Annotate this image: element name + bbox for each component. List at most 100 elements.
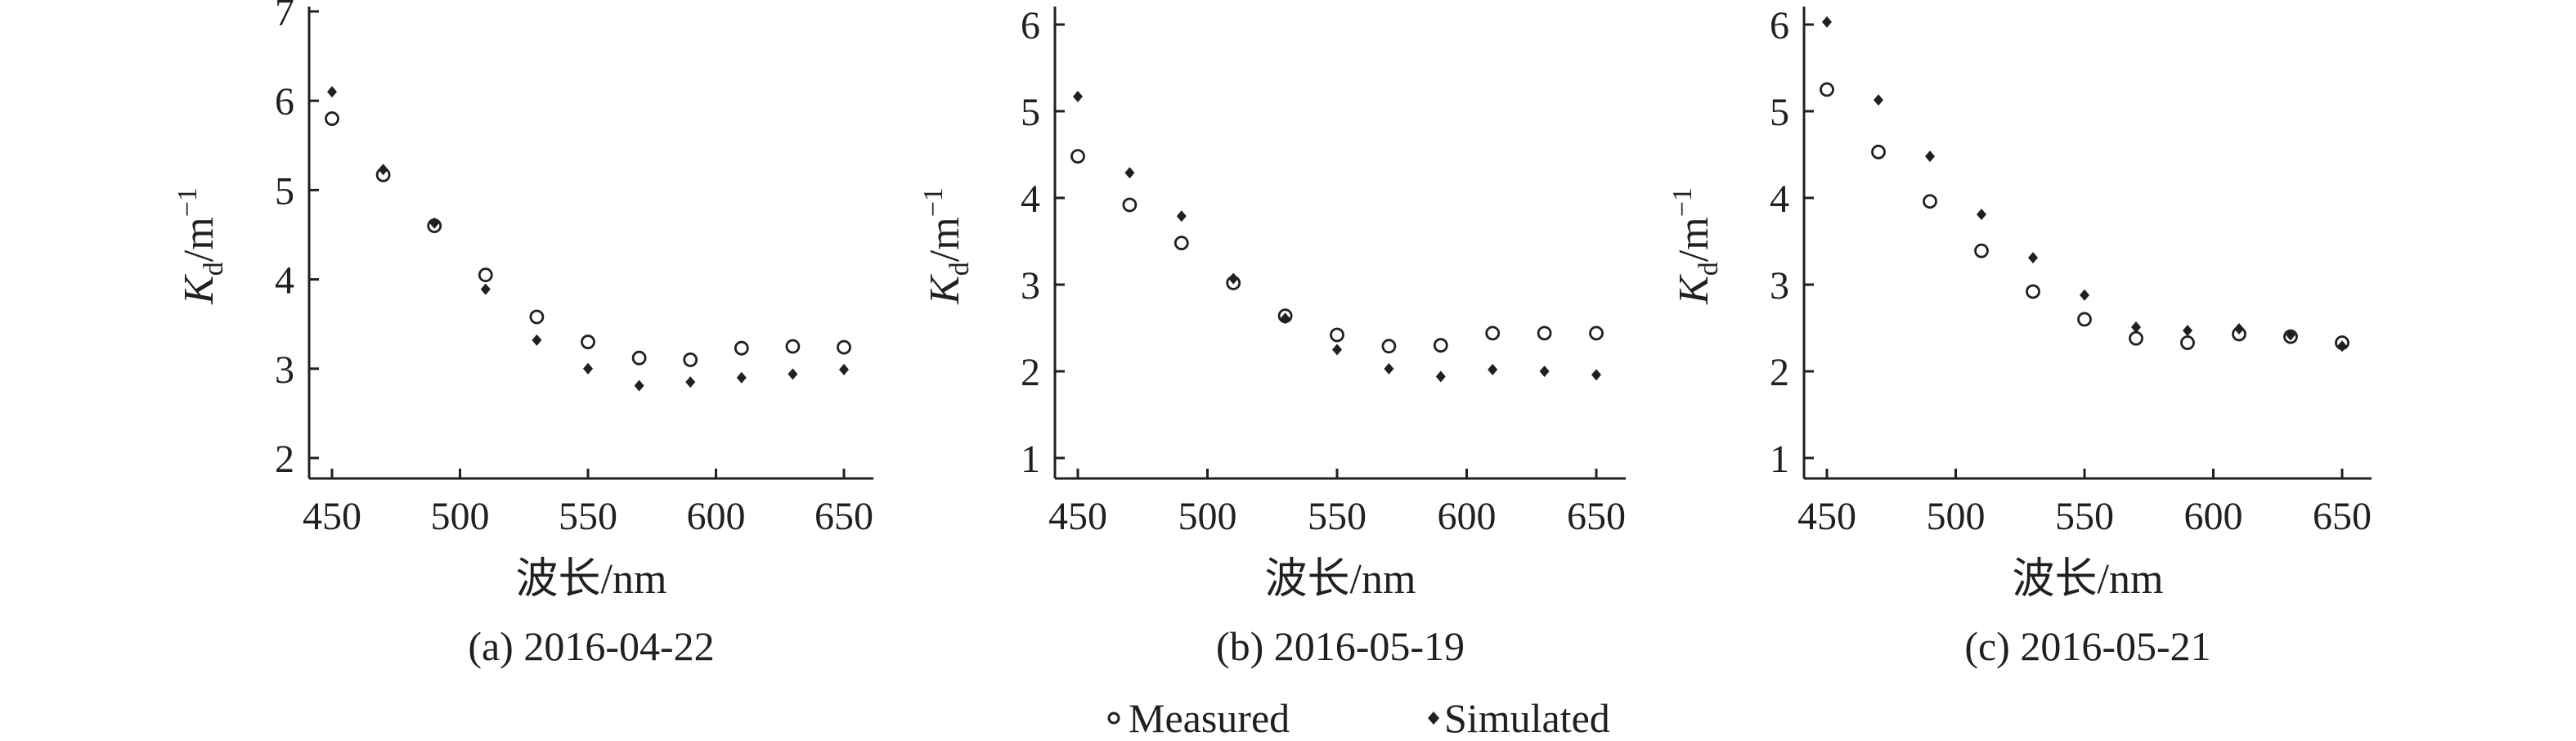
simulated-point xyxy=(1228,272,1239,285)
simulated-point xyxy=(1280,312,1290,325)
simulated-point xyxy=(1822,16,1832,28)
measured-point xyxy=(683,352,698,367)
measured-point xyxy=(1537,326,1552,341)
measured-point xyxy=(734,340,749,356)
y-axis-title: Kd/m−1 xyxy=(173,187,229,305)
simulated-point xyxy=(2131,321,2141,333)
simulated-point xyxy=(2234,323,2244,335)
measured-point xyxy=(1433,338,1448,353)
simulated-point xyxy=(685,376,696,388)
simulated-point xyxy=(1925,150,1935,163)
simulated-point xyxy=(2028,252,2038,264)
y-axis-title: Kd/m−1 xyxy=(1667,187,1724,305)
x-tick-label: 500 xyxy=(1927,495,1986,538)
measured-point xyxy=(785,339,801,354)
x-tick-label: 600 xyxy=(2184,495,2243,538)
simulated-point xyxy=(634,379,644,392)
y-tick-label: 4 xyxy=(1770,177,1789,221)
y-tick-label: 5 xyxy=(1021,91,1040,134)
measured-point xyxy=(631,350,647,366)
measured-point xyxy=(2077,312,2092,327)
y-tick-label: 6 xyxy=(275,80,294,124)
y-tick-label: 2 xyxy=(1770,351,1789,394)
measured-point xyxy=(1974,243,1989,258)
simulated-point xyxy=(1435,370,1446,383)
simulated-point xyxy=(583,362,593,375)
y-axis-title: Kd/m−1 xyxy=(918,187,975,305)
simulated-point xyxy=(2080,289,2089,301)
x-tick-label: 500 xyxy=(1178,495,1237,538)
measured-point xyxy=(325,111,339,126)
y-tick-label: 2 xyxy=(275,438,294,481)
simulated-point xyxy=(1591,369,1601,381)
measured-point xyxy=(1923,194,1937,209)
x-tick-label: 650 xyxy=(815,495,873,538)
legend-simulated-marker xyxy=(1428,712,1439,725)
panel-a: 2 3 4 5 6 7 450 500 550 600 650 波长/nm Kd/m−1 (a) 2016… xyxy=(173,0,873,669)
y-tick-label: 3 xyxy=(1770,264,1789,308)
simulated-point xyxy=(1977,209,1986,221)
measured-point xyxy=(2180,335,2195,350)
x-axis-title: 波长/nm xyxy=(2013,556,2164,603)
simulated-point xyxy=(736,371,747,384)
simulated-point xyxy=(1384,362,1394,375)
measured-point xyxy=(1070,149,1085,164)
measured-point xyxy=(1485,326,1501,341)
y-tick-label: 1 xyxy=(1770,438,1789,481)
legend-measured-marker xyxy=(1107,712,1120,725)
measured-point xyxy=(1381,339,1397,354)
x-tick-label: 600 xyxy=(687,495,746,538)
measured-point xyxy=(581,335,595,349)
x-axis-title: 波长/nm xyxy=(516,556,667,603)
simulated-point xyxy=(2286,329,2296,341)
simulated-point xyxy=(1488,363,1498,375)
y-tick-label: 4 xyxy=(1021,177,1040,221)
y-tick-label: 3 xyxy=(275,348,294,392)
x-axis-title: 波长/nm xyxy=(1265,556,1416,603)
simulated-point xyxy=(1073,90,1083,102)
simulated-point xyxy=(1124,167,1135,179)
simulated-point xyxy=(2337,340,2347,353)
simulated-point xyxy=(1874,94,1883,106)
x-tick-label: 450 xyxy=(1048,495,1107,538)
measured-point xyxy=(2026,284,2040,299)
legend-simulated-label: Simulated xyxy=(1444,695,1610,741)
measured-point xyxy=(1871,144,1886,159)
simulated-point xyxy=(429,217,440,229)
simulated-point xyxy=(480,283,491,295)
panel-caption: (a) 2016-04-22 xyxy=(468,623,714,669)
y-tick-label: 6 xyxy=(1770,4,1789,47)
measured-point xyxy=(529,309,545,325)
measured-point xyxy=(2129,330,2143,346)
legend-measured-label: Measured xyxy=(1129,695,1290,741)
panel-c: 1 2 3 4 5 6 450 500 550 600 650 波长/nm Kd/m−1 (c) 2016… xyxy=(1667,4,2372,669)
measured-point xyxy=(1330,327,1344,343)
measured-point xyxy=(1122,197,1138,213)
simulated-point xyxy=(839,363,849,375)
legend: Measured Simulated xyxy=(1107,695,1610,741)
y-tick-label: 3 xyxy=(1021,264,1040,308)
panel-caption: (b) 2016-05-19 xyxy=(1216,623,1465,669)
x-tick-label: 450 xyxy=(303,495,361,538)
panel-caption: (c) 2016-05-21 xyxy=(1964,623,2210,669)
y-tick-label: 5 xyxy=(275,169,294,213)
x-tick-label: 550 xyxy=(1308,495,1367,538)
measured-point xyxy=(837,339,851,355)
x-tick-label: 450 xyxy=(1797,495,1856,538)
simulated-point xyxy=(1332,344,1342,356)
simulated-point xyxy=(1539,366,1550,377)
y-tick-label: 4 xyxy=(275,259,294,303)
x-tick-label: 550 xyxy=(2055,495,2114,538)
measured-point xyxy=(478,267,493,283)
x-tick-label: 650 xyxy=(2313,495,2372,538)
y-tick-label: 7 xyxy=(275,0,294,34)
y-tick-label: 1 xyxy=(1021,438,1040,481)
x-tick-label: 650 xyxy=(1567,495,1626,538)
panel-b: 1 2 3 4 5 6 450 500 550 600 650 波长/nm Kd/m−1 (b) 2016… xyxy=(918,4,1626,669)
x-tick-label: 550 xyxy=(559,495,617,538)
simulated-point xyxy=(2183,325,2192,337)
x-tick-label: 600 xyxy=(1438,495,1497,538)
y-tick-label: 6 xyxy=(1021,4,1040,47)
simulated-point xyxy=(1176,210,1187,222)
